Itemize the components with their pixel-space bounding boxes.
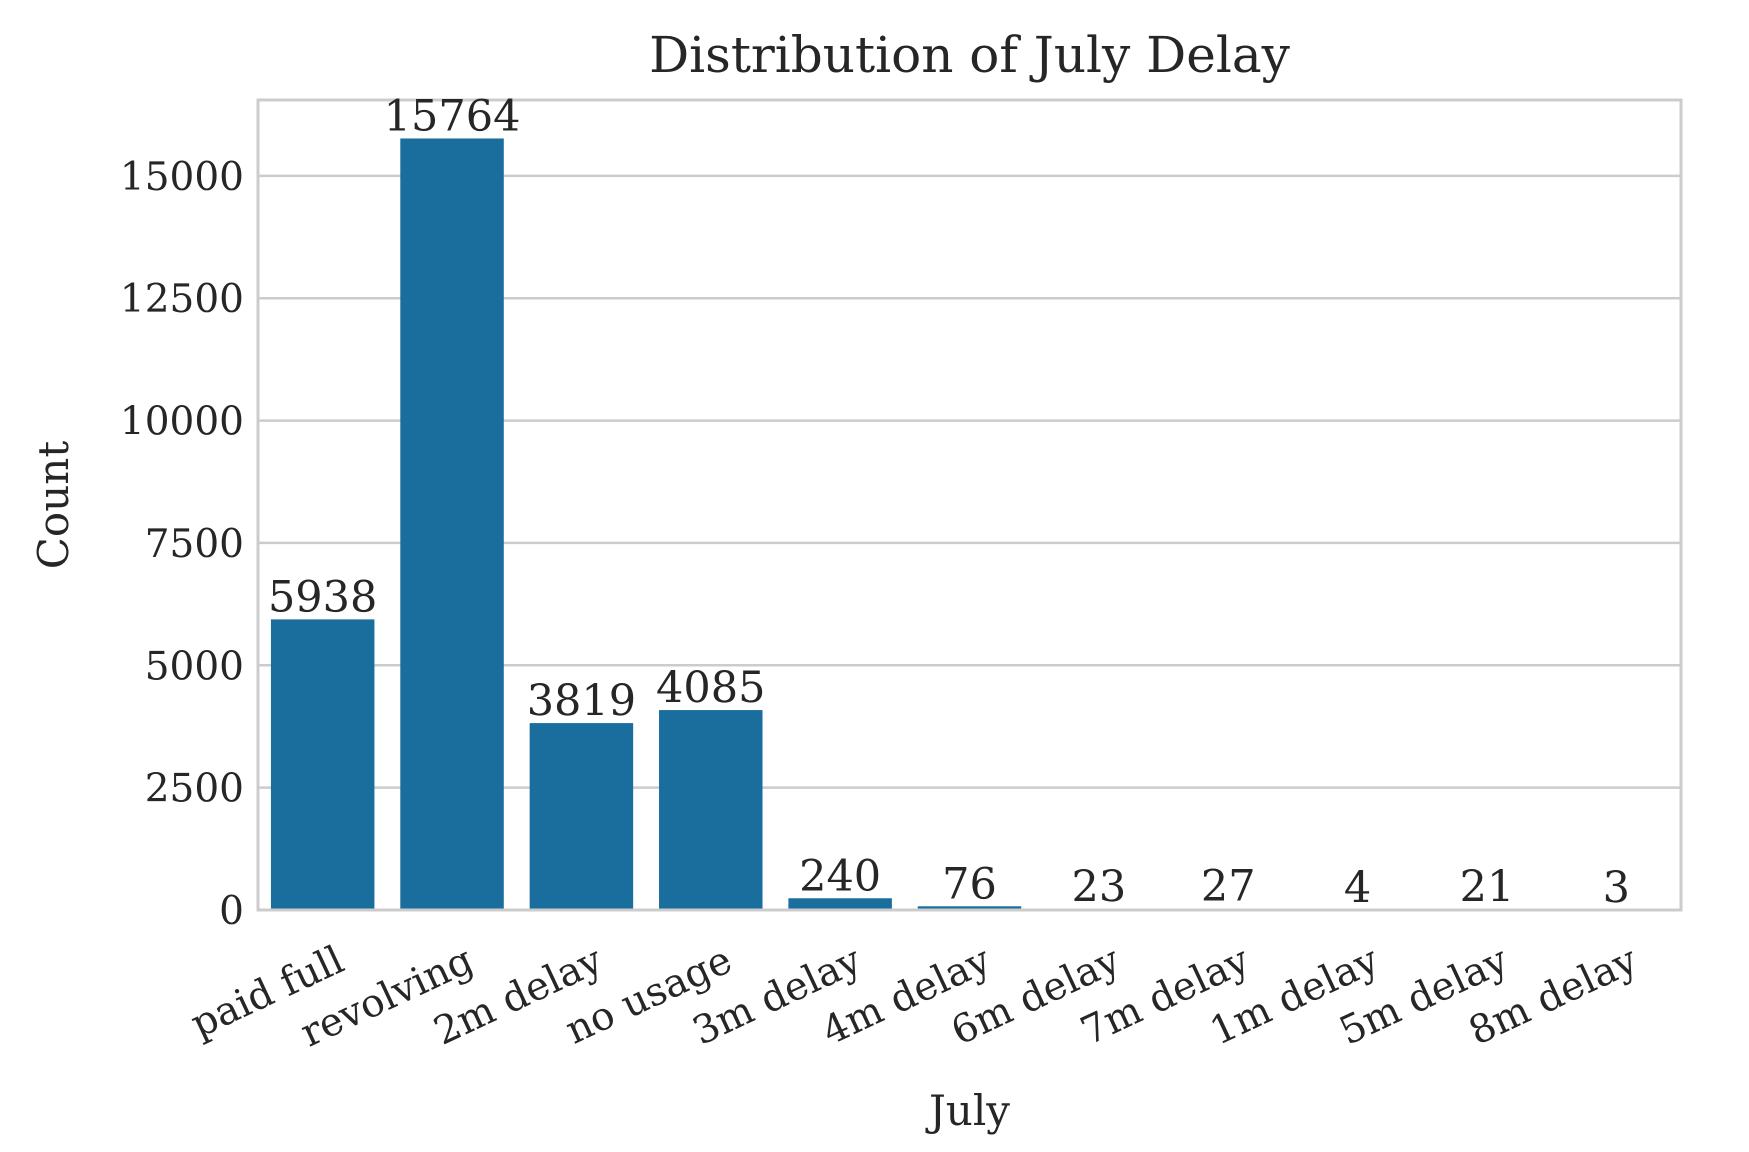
bars	[270, 138, 1669, 911]
x-axis-label: July	[925, 1086, 1010, 1135]
data-label: 21	[1460, 862, 1515, 912]
bar	[270, 619, 375, 910]
data-label: 4085	[656, 663, 765, 713]
data-label: 5938	[268, 572, 377, 622]
data-label: 240	[799, 851, 881, 901]
y-tick-label: 10000	[120, 400, 244, 445]
data-label: 3819	[527, 676, 636, 726]
y-tick-label: 2500	[145, 767, 244, 812]
data-label: 3	[1603, 863, 1630, 913]
y-tick-label: 15000	[120, 155, 244, 200]
data-label: 27	[1201, 862, 1256, 912]
data-labels: 5938 15764 3819 4085 240 76 23 27 4 21 3	[268, 91, 1630, 912]
y-tick-label: 5000	[145, 644, 244, 689]
y-tick-label: 12500	[120, 277, 244, 322]
y-tick-label: 0	[219, 889, 244, 934]
y-tick-label: 7500	[145, 522, 244, 567]
y-axis-label: Count	[29, 441, 78, 570]
bar	[400, 138, 504, 911]
data-label: 76	[942, 859, 997, 909]
bar	[917, 906, 1022, 910]
plot-frame	[256, 98, 1683, 912]
bar	[659, 710, 763, 910]
data-label: 4	[1344, 863, 1371, 913]
data-label: 15764	[384, 91, 521, 141]
bar	[529, 723, 634, 910]
data-label: 23	[1072, 862, 1127, 912]
y-tick-labels: 0 2500 5000 7500 10000 12500 15000	[120, 155, 244, 934]
bar	[788, 898, 892, 910]
chart-title: Distribution of July Delay	[649, 26, 1291, 84]
